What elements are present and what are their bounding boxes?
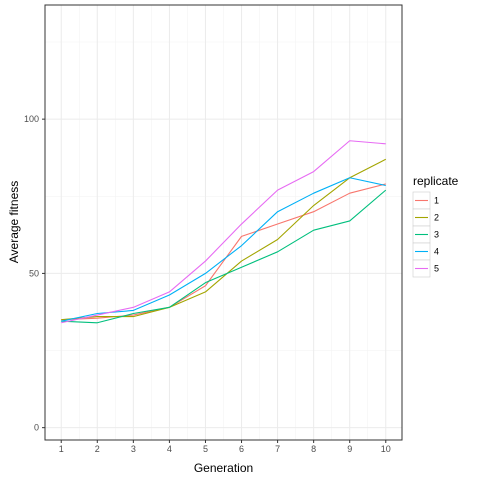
x-tick-label: 10 <box>381 444 391 454</box>
y-axis-ticks: 0 50 100 <box>24 114 45 433</box>
series-line-replicate-3 <box>61 189 387 324</box>
y-tick-label: 50 <box>29 268 39 278</box>
legend-label: 5 <box>434 264 439 274</box>
legend-label: 4 <box>434 247 439 257</box>
x-axis-title: Generation <box>194 461 253 475</box>
legend-items: 1 2 3 4 5 <box>412 191 439 278</box>
y-tick-label: 100 <box>24 114 39 124</box>
x-tick-label: 4 <box>167 444 172 454</box>
series-lines <box>61 140 387 324</box>
x-tick-label: 7 <box>275 444 280 454</box>
legend-label: 2 <box>434 213 439 223</box>
plot-panel-border <box>44 4 403 441</box>
y-axis-title: Average fitness <box>7 181 21 264</box>
x-tick-label: 3 <box>131 444 136 454</box>
x-tick-label: 9 <box>347 444 352 454</box>
major-gridlines <box>45 5 402 440</box>
legend: replicate 1 2 3 4 5 <box>412 174 459 278</box>
y-tick-label: 0 <box>34 423 39 433</box>
legend-label: 3 <box>434 230 439 240</box>
x-tick-label: 5 <box>203 444 208 454</box>
x-tick-label: 6 <box>239 444 244 454</box>
series-line-replicate-5 <box>61 140 386 324</box>
legend-label: 1 <box>434 196 439 206</box>
x-tick-label: 2 <box>95 444 100 454</box>
x-tick-label: 8 <box>311 444 316 454</box>
legend-title: replicate <box>413 174 459 188</box>
x-tick-label: 1 <box>59 444 64 454</box>
x-axis-ticks: 1 2 3 4 5 6 7 8 9 10 <box>59 440 391 454</box>
series-line-replicate-4 <box>61 177 386 322</box>
series-line-replicate-2 <box>61 158 387 321</box>
minor-gridlines <box>45 5 402 440</box>
